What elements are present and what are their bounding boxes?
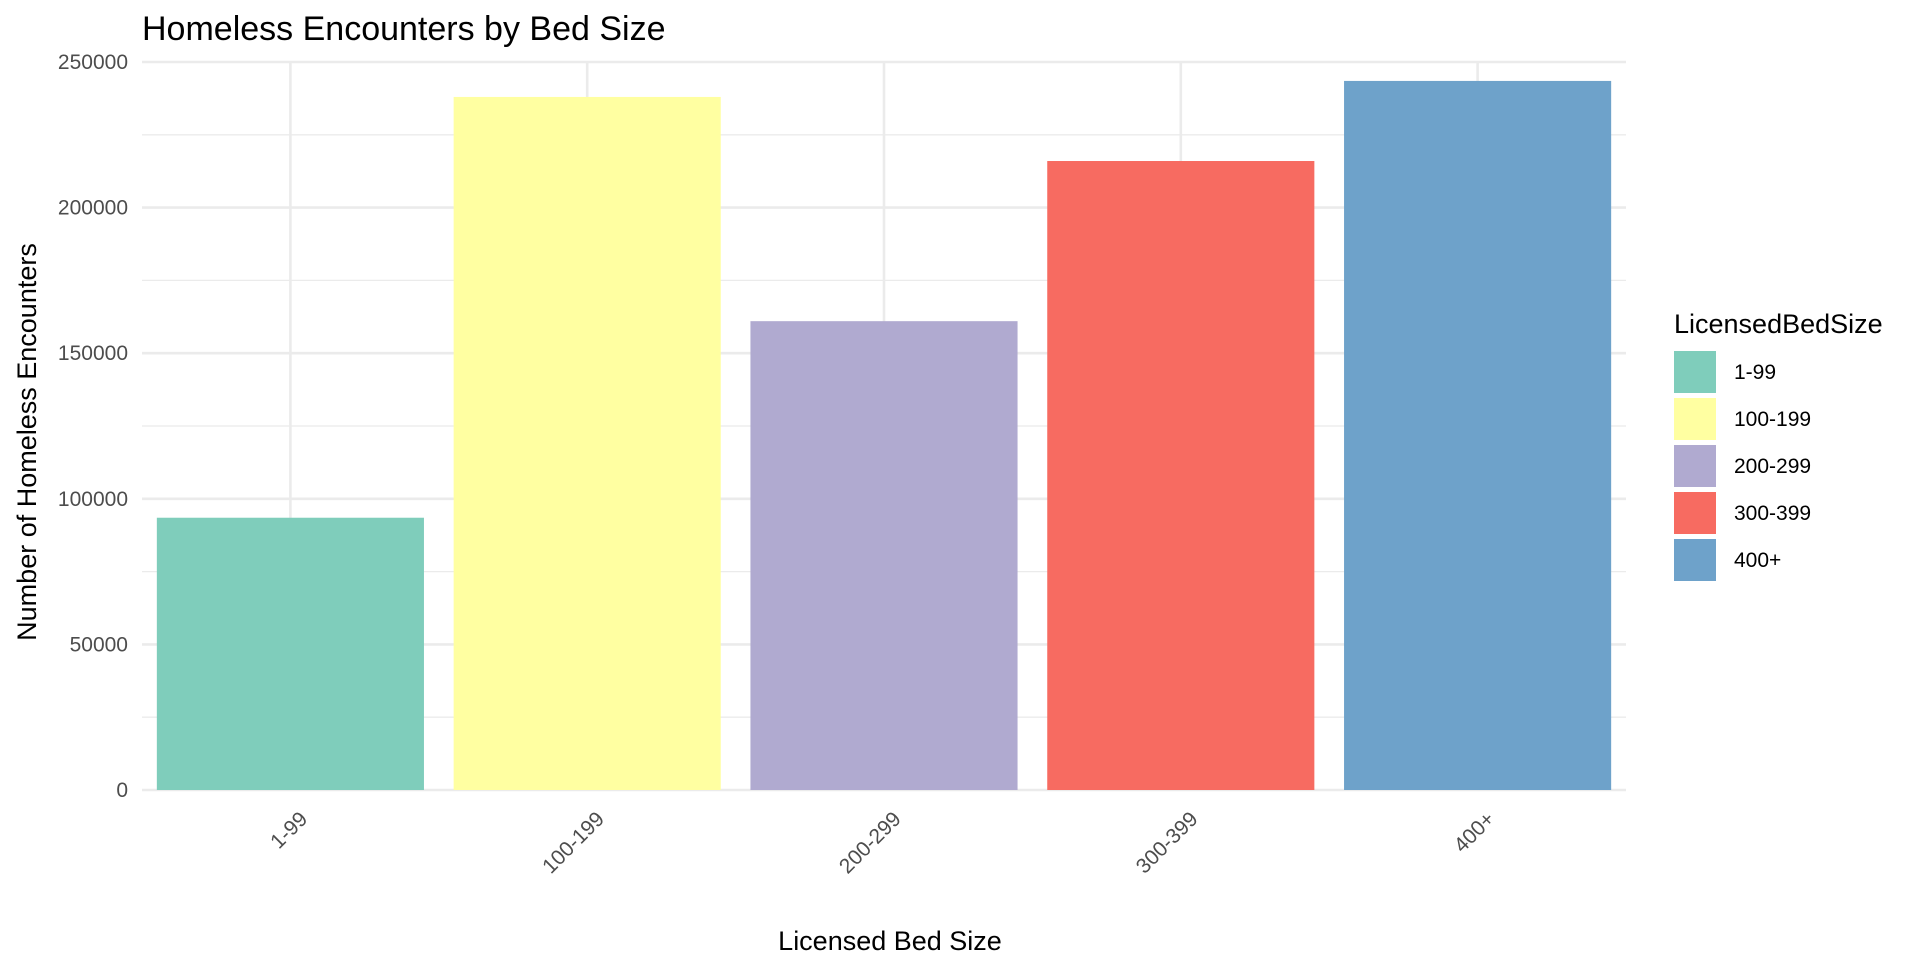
bar-400+ <box>1344 80 1612 791</box>
legend-key-400+ <box>1674 539 1716 581</box>
legend-label: 100-199 <box>1734 408 1811 431</box>
legend-label: 200-299 <box>1734 455 1811 478</box>
bar-200-299 <box>750 321 1018 790</box>
legend-key-1-99 <box>1674 351 1716 393</box>
y-tick-label: 200000 <box>58 197 128 220</box>
legend-title: LicensedBedSize <box>1674 309 1883 339</box>
y-tick-label: 250000 <box>58 51 128 74</box>
y-axis-ticks: 0 50000 100000 150000 200000 250000 <box>58 51 128 802</box>
legend-label: 1-99 <box>1734 361 1776 384</box>
x-tick-label: 400+ <box>1450 807 1500 857</box>
y-tick-label: 0 <box>116 779 128 802</box>
y-tick-label: 150000 <box>58 342 128 365</box>
bar-300-399 <box>1047 161 1315 790</box>
bars <box>156 80 1612 791</box>
bar-100-199 <box>453 96 721 791</box>
x-axis-ticks: 1-99 100-199 200-299 300-399 400+ <box>266 807 1499 878</box>
legend-label: 300-399 <box>1734 502 1811 525</box>
legend-key-200-299 <box>1674 445 1716 487</box>
x-tick-label: 1-99 <box>266 807 312 853</box>
bar-1-99 <box>156 517 424 790</box>
x-tick-label: 200-299 <box>835 807 906 878</box>
y-tick-label: 50000 <box>70 633 128 656</box>
y-tick-label: 100000 <box>58 488 128 511</box>
y-axis-title: Number of Homeless Encounters <box>12 243 42 641</box>
legend-key-300-399 <box>1674 492 1716 534</box>
chart-title: Homeless Encounters by Bed Size <box>142 10 665 48</box>
x-tick-label: 100-199 <box>538 807 609 878</box>
x-tick-label: 300-399 <box>1132 807 1203 878</box>
legend: LicensedBedSize 1-99 100-199 200-299 300-39… <box>1674 309 1883 581</box>
x-axis-title: Licensed Bed Size <box>778 926 1002 956</box>
legend-label: 400+ <box>1734 549 1781 572</box>
legend-items: 1-99 100-199 200-299 300-399 400+ <box>1674 351 1811 581</box>
legend-key-100-199 <box>1674 398 1716 440</box>
